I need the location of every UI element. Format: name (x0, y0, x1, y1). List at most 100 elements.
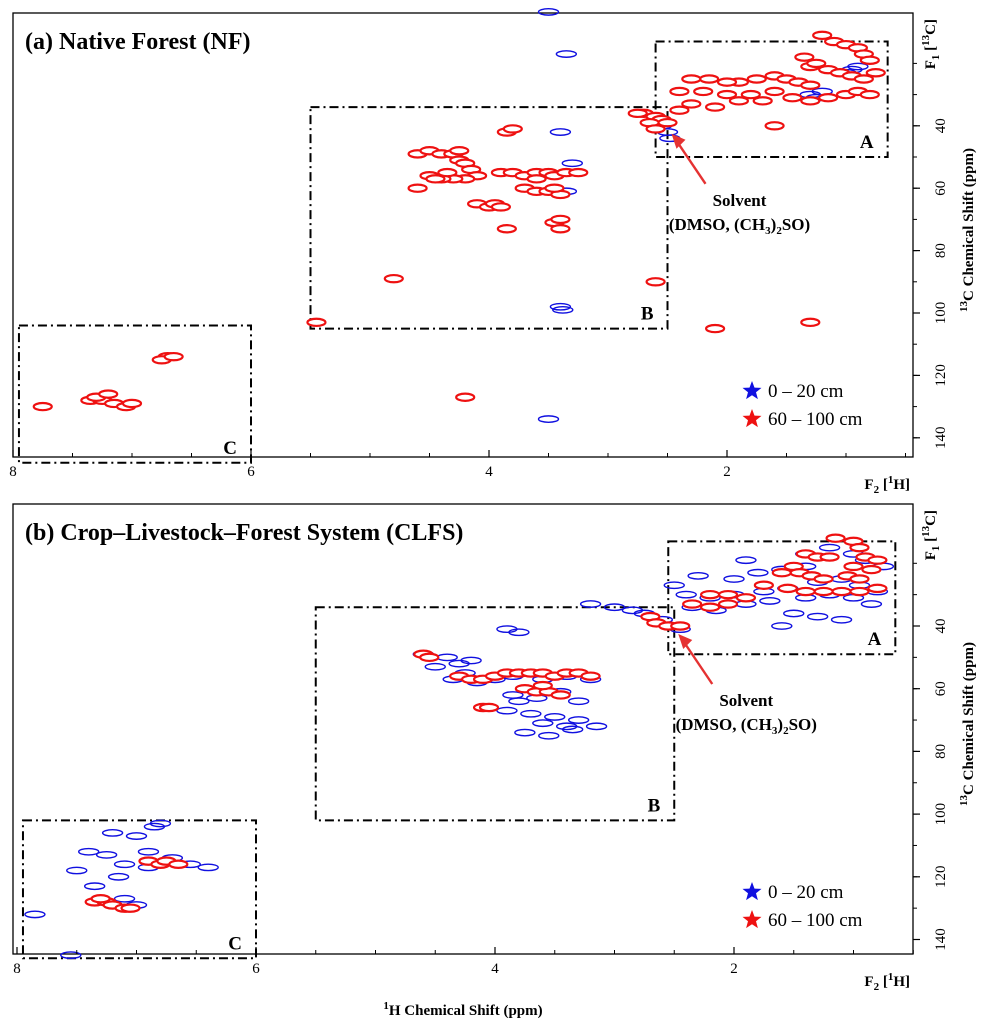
panel-b-point-60-100-54 (478, 702, 500, 713)
panel-b-region-label-c: C (228, 933, 242, 954)
panel-b-legend-star-1 (742, 910, 762, 929)
panel-b-point-0-20-73 (77, 847, 100, 856)
panel-a-f2-nucleus: H] (893, 477, 910, 493)
panel-a-y-tick-label-60: 60 (933, 181, 949, 196)
panel-a-region-label-a: A (860, 132, 874, 153)
panel-b-point-0-20-26 (806, 612, 829, 621)
panel-b-point-0-20-64 (514, 728, 536, 737)
panel-a-point-60-100-34 (752, 96, 773, 106)
panel-a-region-label-b: B (641, 304, 654, 325)
panel-b-point-0-20-29 (687, 571, 709, 580)
panel-a-legend-label-0: 0 – 20 cm (768, 381, 844, 402)
panel-a-point-60-100-66 (568, 167, 589, 178)
panel-b-point-60-100-17 (753, 580, 774, 590)
panel-a-point-60-100-87 (383, 273, 404, 284)
panel-a-solvent-label: Solvent (713, 191, 767, 210)
panel-b-point-0-20-80 (113, 860, 136, 869)
panel-b-y-tick-label-120: 120 (933, 866, 949, 889)
panel-b-point-0-20-57 (496, 706, 518, 715)
panel-a-legend-star-0 (742, 381, 762, 400)
panel-a-point-60-100-29 (800, 96, 821, 106)
panel-a-solvent-formula-sub2: 2 (776, 225, 782, 237)
panel-a-point-60-100-100 (121, 398, 143, 409)
panel-a-point-60-100-84 (437, 167, 458, 178)
panel-b-y-tick-label-40: 40 (933, 619, 949, 634)
panel-b-point-0-20-83 (66, 866, 88, 875)
panel-a-point-60-100-0 (812, 30, 833, 41)
panel-a-solvent-formula: (DMSO, (CH3)2SO) (669, 215, 810, 237)
panel-a-point-60-100-39 (764, 121, 785, 131)
panel-b-solvent-arrow-line (682, 640, 714, 685)
panel-b-point-60-100-26 (699, 589, 721, 600)
panel-a-point-60-100-26 (740, 89, 761, 100)
panel-a-title: (a) Native Forest (NF) (25, 29, 250, 55)
panel-a-region-box-a (654, 40, 889, 159)
panel-b-point-60-100-10 (861, 564, 882, 575)
panel-b-point-0-20-74 (95, 850, 118, 859)
panel-b-f1-sup: 13 (920, 525, 932, 537)
panel-b-point-0-20-70 (143, 822, 166, 831)
panel-a-solvent-formula-a: (DMSO, (CH (669, 215, 765, 234)
panel-b-point-60-100-19 (795, 586, 816, 597)
panel-b-series-60-100cm (84, 533, 888, 913)
panel-a: ABC(a) Native Forest (NF)8 6 4 240608010012… (9, 8, 977, 496)
panel-b-point-60-100-16 (849, 574, 870, 584)
panel-a-f2-letter: F (864, 477, 873, 493)
panel-a-solvent-arrow-head (671, 133, 686, 149)
panel-a-point-60-100-81 (526, 174, 547, 184)
panel-b-point-60-100-24 (735, 593, 757, 603)
panel-b-f1-nucleus: C] (923, 510, 939, 526)
panel-b-point-60-100-0 (825, 533, 846, 543)
panel-b-point-0-20-31 (735, 556, 757, 565)
panel-a-point-60-100-75 (490, 202, 511, 212)
panel-a-solvent-formula-b: ) (771, 215, 777, 234)
panel-b-point-0-20-59 (544, 713, 566, 721)
panel-b-point-0-20-6 (747, 568, 769, 577)
panel-b-point-60-100-7 (867, 555, 888, 565)
panel-a-side-text: C Chemical Shift (ppm) (961, 148, 977, 301)
panel-a-point-60-100-92 (800, 317, 821, 328)
panel-a-x-tick-label-2: 2 (723, 464, 731, 480)
panel-a-legend-label-1: 60 – 100 cm (768, 409, 863, 430)
panel-a-point-60-100-77 (502, 124, 523, 134)
panel-a-point-60-100-5 (859, 55, 880, 65)
panel-b-frame (12, 503, 914, 955)
panel-a-f1-nucleus: C] (923, 19, 939, 35)
panel-b-point-0-20-84 (113, 894, 136, 903)
panel-a-point-60-100-88 (455, 392, 476, 402)
panel-a-point-60-100-38 (681, 99, 702, 109)
panel-b-point-0-20-44 (460, 656, 482, 665)
panel-a-point-60-100-20 (716, 77, 738, 87)
panel-a-point-60-100-28 (782, 93, 803, 103)
panel-b-region-box-b (314, 606, 676, 822)
panel-b-point-0-20-71 (125, 832, 148, 840)
panel-b-point-0-20-16 (675, 590, 697, 599)
panel-b-side-sup: 13 (958, 794, 970, 806)
panel-a-point-60-100-21 (699, 74, 720, 84)
panel-b-y-side-label: 13C Chemical Shift (ppm) (958, 642, 977, 806)
panel-a-point-60-100-44 (627, 108, 648, 119)
panel-b-solvent-label: Solvent (719, 691, 773, 710)
panel-b-solvent-formula-c: SO) (789, 715, 817, 734)
panel-b-point-0-20-42 (436, 653, 458, 662)
panel-b-f2-sub: 2 (874, 981, 880, 993)
panel-b-point-0-20-27 (830, 615, 853, 624)
panel-a-f2-bracket-open: [ (879, 477, 888, 493)
panel-a-frame (12, 12, 914, 458)
panel-b-point-0-20-61 (532, 719, 554, 728)
panel-a-side-sup: 13 (958, 300, 970, 312)
panel-a-point-60-100-83 (425, 174, 446, 184)
panel-b-point-60-100-23 (867, 583, 888, 594)
panel-a-y-tick-label-140: 140 (933, 427, 949, 450)
panel-a-point-60-100-86 (496, 224, 517, 234)
panel-a-point-0-20-5 (549, 302, 572, 311)
panel-a-region-box-b (309, 106, 669, 330)
panel-a-series-60-100cm (32, 30, 886, 412)
panel-b-point-60-100-64 (90, 894, 111, 904)
panel-a-point-60-100-6 (794, 52, 815, 62)
panel-b-solvent-formula-sub2: 2 (783, 725, 789, 737)
panel-a-f2-axis-label: F2 [1H] (864, 474, 910, 496)
panel-b-point-60-100-22 (849, 586, 870, 597)
panel-b-legend-star-0 (742, 882, 762, 901)
panel-a-f2-sub: 2 (874, 484, 880, 496)
